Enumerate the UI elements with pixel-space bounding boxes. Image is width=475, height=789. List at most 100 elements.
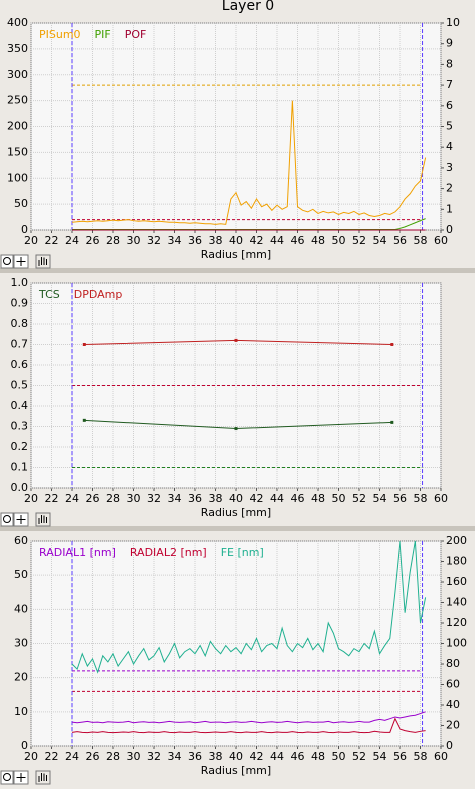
x-tick-label: 26 (86, 492, 100, 505)
x-tick-label: 58 (414, 234, 428, 247)
y-tick-label: 0.8 (11, 317, 29, 330)
pan-button[interactable] (35, 770, 51, 785)
x-tick-label: 28 (106, 750, 120, 763)
zoom-icon (3, 515, 11, 523)
x-tick-label: 36 (188, 750, 202, 763)
x-tick-label: 28 (106, 492, 120, 505)
x-tick-label: 46 (291, 750, 305, 763)
point-marker (390, 420, 394, 424)
x-axis-label: Radius [mm] (201, 248, 271, 261)
x-axis-label: Radius [mm] (201, 764, 271, 777)
x-tick-label: 26 (86, 750, 100, 763)
x-tick-label: 22 (45, 234, 59, 247)
x-tick-label: 50 (332, 234, 346, 247)
y-tick-label: 0.7 (11, 338, 29, 351)
series-line (72, 218, 426, 230)
series-line (71, 711, 426, 724)
y-tick-label: 0.4 (11, 399, 29, 412)
x-tick-label: 58 (414, 750, 428, 763)
x-tick-label: 28 (106, 234, 120, 247)
y2-tick-label: 4 (446, 140, 453, 153)
toolbar (0, 770, 51, 785)
y2-tick-label: 40 (446, 698, 460, 711)
y-tick-label: 300 (7, 68, 28, 81)
x-tick-label: 26 (86, 234, 100, 247)
toolbar (0, 512, 51, 527)
x-tick-label: 48 (311, 234, 325, 247)
y-tick-label: 150 (7, 145, 28, 158)
x-tick-label: 20 (24, 750, 38, 763)
y-tick-label: 0.0 (11, 481, 29, 494)
x-tick-label: 30 (127, 234, 141, 247)
y2-tick-label: 180 (446, 555, 467, 568)
x-tick-label: 36 (188, 492, 202, 505)
y2-tick-label: 6 (446, 99, 453, 112)
x-tick-label: 32 (147, 234, 161, 247)
x-tick-label: 34 (168, 234, 182, 247)
y-tick-label: 250 (7, 94, 28, 107)
y-tick-label: 400 (7, 16, 28, 29)
pan-button[interactable] (35, 512, 51, 527)
legend-entry: RADIAL2 [nm] (130, 546, 207, 559)
x-tick-label: 30 (127, 492, 141, 505)
x-tick-label: 38 (209, 234, 223, 247)
y-tick-label: 0.9 (11, 297, 29, 310)
series-line (71, 717, 426, 734)
y2-tick-label: 0 (446, 739, 453, 752)
y-tick-label: 350 (7, 42, 28, 55)
y-tick-label: 0 (21, 739, 28, 752)
y-tick-label: 0.3 (11, 420, 29, 433)
y2-tick-label: 0 (446, 223, 453, 236)
x-tick-label: 36 (188, 234, 202, 247)
y2-tick-label: 5 (446, 120, 453, 133)
y-tick-label: 200 (7, 120, 28, 133)
x-tick-label: 52 (352, 750, 366, 763)
x-tick-label: 48 (311, 492, 325, 505)
y2-tick-label: 20 (446, 719, 460, 732)
pan-icon (38, 773, 47, 782)
point-marker (234, 427, 238, 431)
pan-button[interactable] (35, 254, 51, 269)
crosshair-icon (16, 773, 26, 782)
zoom-button[interactable] (0, 512, 14, 527)
y2-tick-label: 160 (446, 575, 467, 588)
y2-tick-label: 200 (446, 534, 467, 547)
x-tick-label: 40 (229, 234, 243, 247)
zoom-button[interactable] (0, 254, 14, 269)
point-marker (82, 418, 86, 422)
point-marker (234, 338, 238, 342)
point-marker (390, 343, 394, 346)
y2-tick-label: 140 (446, 596, 467, 609)
x-tick-label: 24 (65, 750, 79, 763)
x-tick-label: 46 (291, 234, 305, 247)
y-tick-label: 0.5 (11, 379, 29, 392)
x-tick-label: 56 (393, 750, 407, 763)
x-tick-label: 30 (127, 750, 141, 763)
y-tick-label: 0.2 (11, 440, 29, 453)
zoom-button[interactable] (0, 770, 14, 785)
x-tick-label: 56 (393, 492, 407, 505)
x-tick-label: 48 (311, 750, 325, 763)
x-axis-label: Radius [mm] (201, 506, 271, 519)
x-tick-label: 56 (393, 234, 407, 247)
x-tick-label: 32 (147, 750, 161, 763)
pan-icon (38, 515, 47, 524)
y-tick-label: 40 (14, 602, 28, 615)
separator (0, 526, 475, 531)
x-tick-label: 54 (373, 492, 387, 505)
zoom-icon (3, 257, 11, 265)
y2-tick-label: 100 (446, 637, 467, 650)
x-tick-label: 50 (332, 750, 346, 763)
x-tick-label: 20 (24, 492, 38, 505)
crosshair-icon (16, 515, 26, 524)
legend-entry: TCS (38, 288, 60, 301)
x-tick-label: 42 (250, 492, 264, 505)
x-tick-label: 60 (434, 234, 448, 247)
x-tick-label: 34 (168, 750, 182, 763)
toolbar (0, 254, 51, 269)
legend-entry: POF (125, 28, 147, 41)
x-tick-label: 60 (434, 750, 448, 763)
y2-tick-label: 8 (446, 57, 453, 70)
x-tick-label: 44 (270, 492, 284, 505)
y2-tick-label: 3 (446, 161, 453, 174)
